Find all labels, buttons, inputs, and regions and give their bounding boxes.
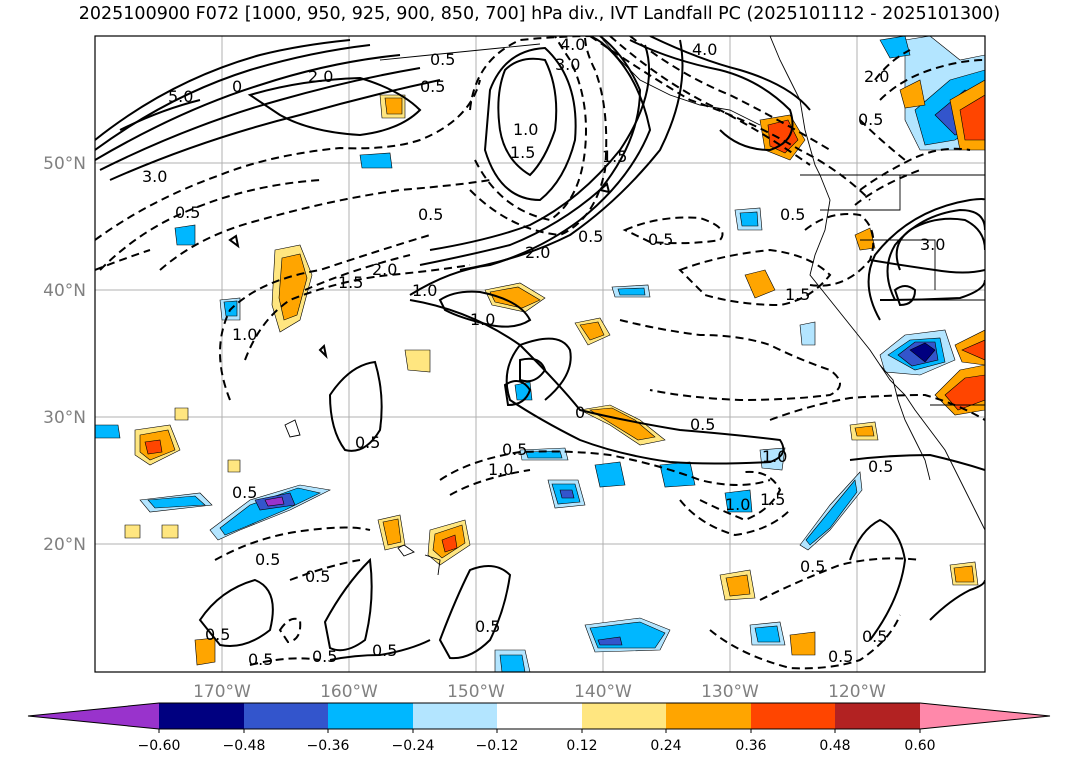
colorbar-segment [582,703,666,729]
contour-label: 1.0 [513,120,538,139]
colorbar-tick-labels: −0.60 −0.48 −0.36 −0.24 −0.12 0.12 0.24 … [138,738,936,754]
colorbar-segment [28,703,159,729]
contour-label: 0.5 [305,567,330,586]
lat-label: 30°N [43,408,86,428]
contour-label: 0.5 [578,227,603,246]
latitude-labels: 50°N 40°N 30°N 20°N [43,154,86,555]
colorbar-segment [751,703,835,729]
contour-label: 3.0 [920,235,945,254]
divergence-contours [95,36,985,670]
contour-label: 0 [575,403,585,422]
map-frame [94,35,986,673]
contour-label: 0.5 [430,50,455,69]
contour-label: 4.0 [692,40,717,59]
contour-label: 0.5 [175,203,200,222]
contour-label: 1.5 [510,143,535,162]
contour-label: 0.5 [862,627,887,646]
contour-label: 0.5 [372,641,397,660]
contour-label: 0.5 [868,457,893,476]
colorbar-tick: −0.60 [138,738,181,754]
contour-label: 0.5 [858,110,883,129]
contour-label: 0.5 [355,433,380,452]
contour-label: 0.5 [502,440,527,459]
lon-label: 120°W [828,682,886,702]
contour-label: 0.5 [780,205,805,224]
lat-label: 20°N [43,535,86,555]
contour-label: 2.0 [864,67,889,86]
contour-label: 3.0 [555,55,580,74]
contour-label: 1.0 [725,495,750,514]
colorbar-segment [328,703,413,729]
contour-label: 2.0 [525,243,550,262]
longitude-labels: 170°W 160°W 150°W 140°W 130°W 120°W [193,682,886,702]
contour-label: 0.5 [420,77,445,96]
colorbar-segment [920,703,1050,729]
colorbar-tick: −0.36 [307,738,350,754]
contour-label: 0.5 [255,550,280,569]
contour-label: 2.0 [372,260,397,279]
contour-label: 1.0 [412,281,437,300]
contour-label: 0.5 [475,617,500,636]
contour-label: 3.0 [142,167,167,186]
lon-label: 170°W [193,682,251,702]
contour-label: 0.5 [248,650,273,669]
colorbar-tick: −0.48 [223,738,266,754]
contour-label-group: 4.0 3.0 4.0 2.0 5.0 0 0.5 0.5 1.0 1.5 2.… [142,35,945,669]
colorbar-segment [497,703,582,729]
colorbar-tick: 0.12 [566,738,597,754]
colorbar-segment [413,703,497,729]
colorbar-tick: 0.36 [735,738,766,754]
shaded-blobs [95,36,985,672]
colorbar [27,702,1051,733]
colorbar-segment [159,703,244,729]
colorbar-segment [666,703,751,729]
contour-label: 1.5 [338,273,363,292]
contour-label: 0.5 [205,625,230,644]
contour-label: 0.5 [232,483,257,502]
contour-label: 0.5 [648,230,673,249]
colorbar-tick: −0.24 [392,738,435,754]
lat-label: 40°N [43,281,86,301]
contour-label: 5.0 [168,87,193,106]
contour-label: 0.5 [418,205,443,224]
contour-label: 1.5 [760,490,785,509]
colorbar-tick: −0.12 [476,738,519,754]
colorbar-segment [835,703,920,729]
contour-label: 1.5 [602,147,627,166]
lon-label: 150°W [447,682,505,702]
contour-label: 1.5 [785,285,810,304]
lon-label: 160°W [320,682,378,702]
contour-label: 0.5 [828,647,853,666]
contour-label: 0.5 [690,415,715,434]
contour-label: 1.0 [232,325,257,344]
colorbar-tick: 0.60 [904,738,935,754]
colorbar-segment [244,703,328,729]
colorbar-tick: 0.48 [819,738,850,754]
lon-label: 140°W [574,682,632,702]
contour-label: 1.0 [470,310,495,329]
contour-label: 1.0 [488,460,513,479]
contour-label: 1.0 [762,447,787,466]
lon-label: 130°W [701,682,759,702]
map-title: 2025100900 F072 [1000, 950, 925, 900, 85… [78,4,1001,24]
lat-label: 50°N [43,154,86,174]
colorbar-tick: 0.24 [650,738,681,754]
contour-label: 4.0 [560,35,585,54]
contour-label: 2.0 [308,67,333,86]
contour-label: 0.5 [800,557,825,576]
map-plot-area: 4.0 3.0 4.0 2.0 5.0 0 0.5 0.5 1.0 1.5 2.… [95,35,985,672]
contour-label: 0.5 [312,647,337,666]
contour-label: 0 [232,77,242,96]
coastline [284,36,985,576]
